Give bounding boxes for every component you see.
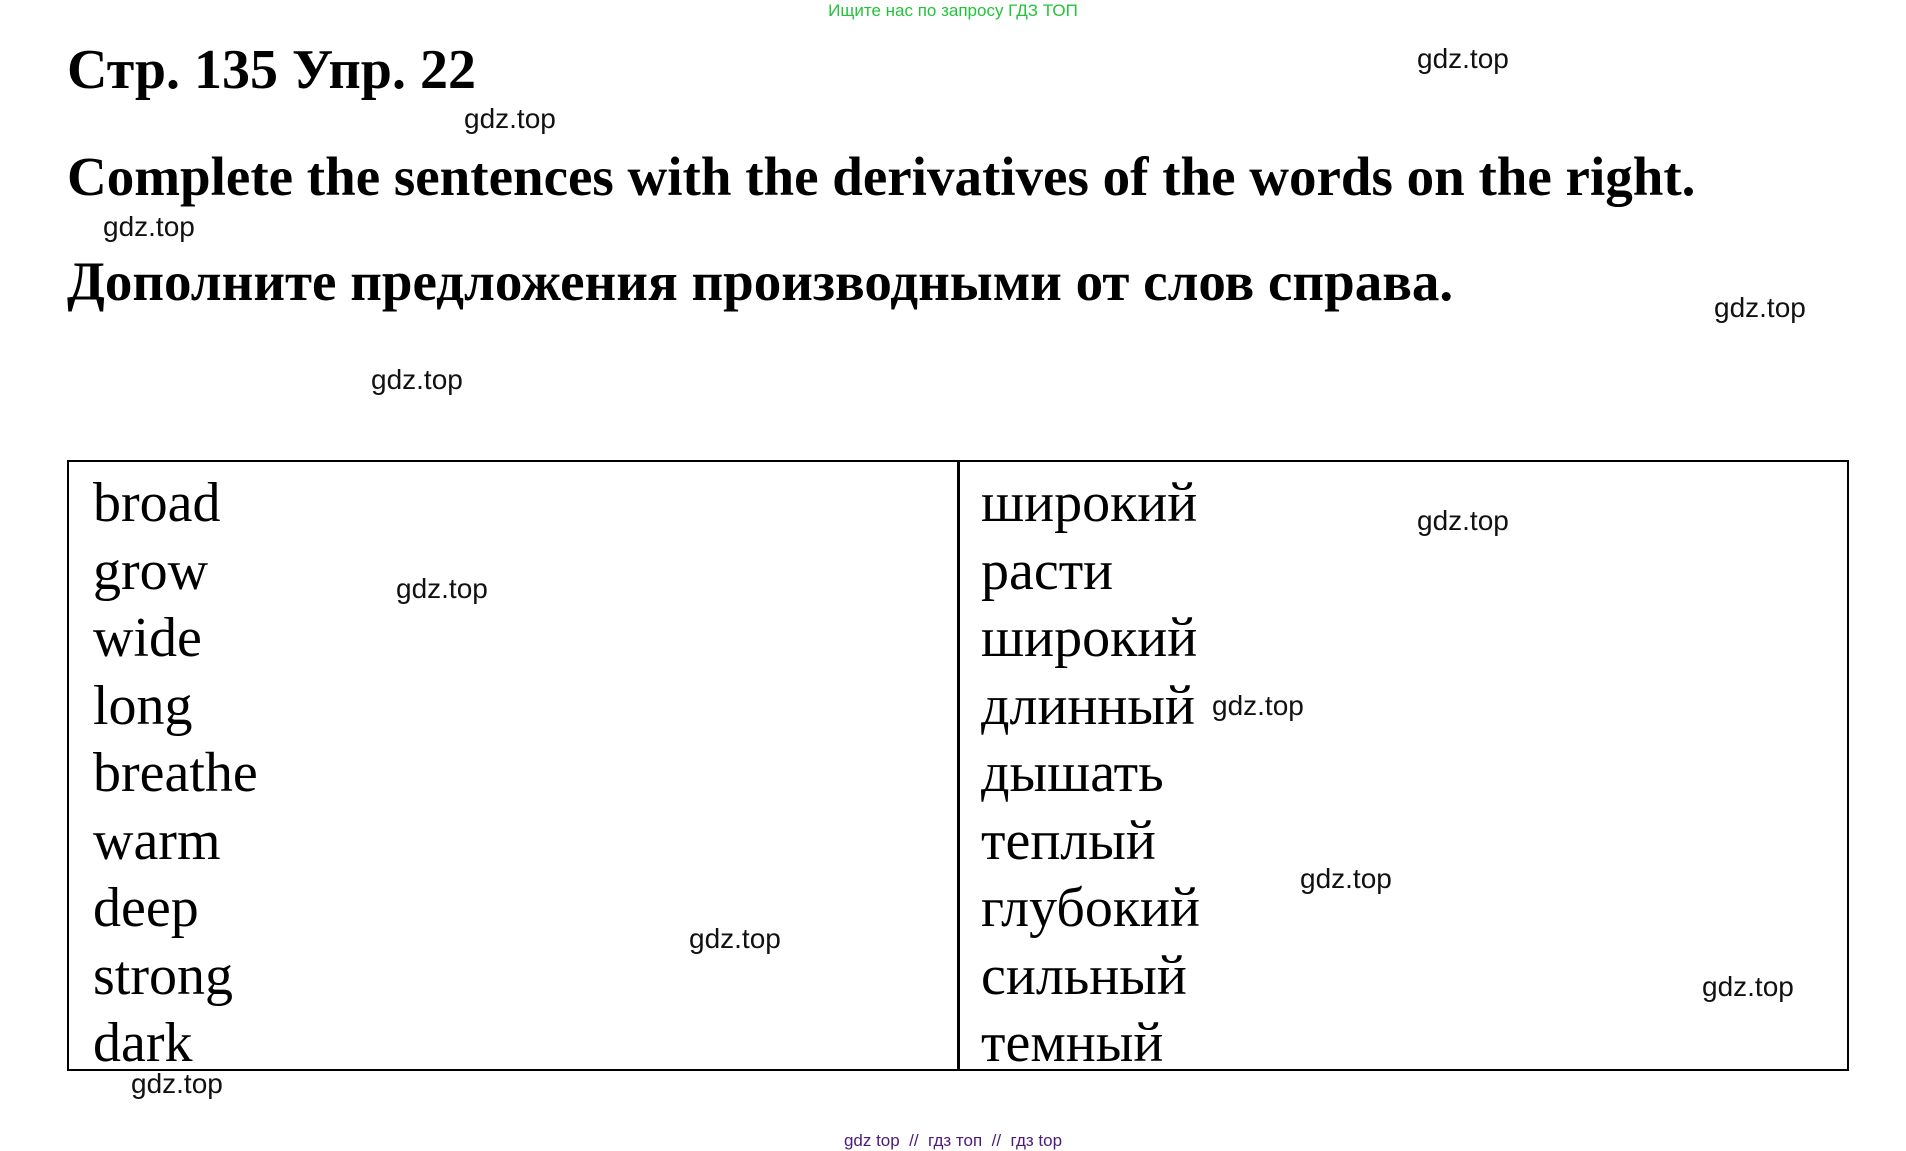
english-word: broad: [93, 472, 221, 534]
russian-word: теплый: [981, 809, 1156, 872]
english-word: strong: [93, 944, 233, 1007]
russian-word: дышать: [981, 742, 1164, 804]
instruction-english: Complete the sentences with the derivati…: [67, 146, 1696, 207]
watermark: gdz.top: [1300, 863, 1392, 894]
watermark: gdz.top: [131, 1068, 223, 1099]
watermark: gdz.top: [689, 923, 781, 954]
english-word: dark: [93, 1012, 193, 1074]
word-table: broad grow wide long breathe warm deep s…: [67, 460, 1849, 1074]
top-banner: Ищите нас по запросу ГДЗ ТОП: [828, 1, 1078, 20]
english-word: breathe: [93, 742, 258, 804]
watermark: gdz.top: [464, 103, 556, 134]
russian-word: сильный: [981, 944, 1187, 1007]
english-word: long: [93, 674, 193, 737]
watermark: gdz.top: [1417, 43, 1509, 74]
instruction-russian: Дополните предложения производными от сл…: [67, 251, 1454, 312]
watermark: gdz.top: [103, 211, 195, 242]
watermark: gdz.top: [1714, 292, 1806, 323]
russian-word: темный: [981, 1012, 1164, 1074]
russian-word: глубокий: [981, 877, 1200, 939]
russian-words-column: широкий расти широкий длинный дышать теп…: [981, 470, 1200, 1078]
english-word: grow: [93, 539, 209, 602]
watermark: gdz.top: [396, 573, 488, 604]
page-title: Стр. 135 Упр. 22: [67, 39, 476, 101]
english-word: warm: [93, 809, 221, 872]
english-word: deep: [93, 877, 199, 939]
watermark: gdz.top: [371, 364, 463, 395]
watermark: gdz.top: [1212, 690, 1304, 721]
russian-word: широкий: [981, 607, 1198, 669]
russian-word: широкий: [981, 472, 1198, 534]
watermark: gdz.top: [1702, 971, 1794, 1002]
column-divider: [957, 462, 960, 1069]
russian-word: расти: [981, 539, 1114, 602]
footer-links: gdz top // гдз топ // гдз top: [843, 1131, 1063, 1150]
russian-word: длинный: [981, 674, 1195, 737]
english-words-column: broad grow wide long breathe warm deep s…: [93, 470, 258, 1078]
english-word: wide: [93, 607, 202, 669]
watermark: gdz.top: [1417, 505, 1509, 536]
